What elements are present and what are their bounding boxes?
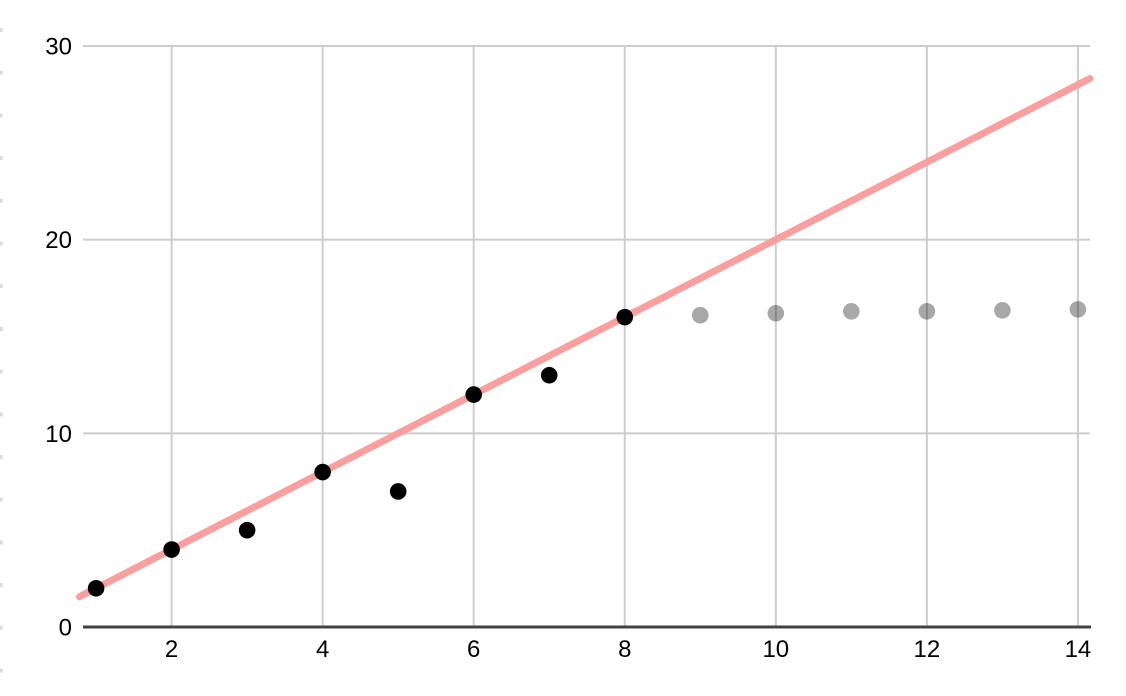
y-tick-label: 0	[59, 615, 72, 642]
edge-tick-mark	[0, 497, 3, 502]
x-tick-label: 4	[316, 636, 329, 663]
x-tick-label: 8	[618, 636, 631, 663]
edge-tick-mark	[0, 369, 3, 374]
data-point-projected	[1069, 301, 1087, 318]
y-tick-label: 10	[45, 421, 72, 448]
edge-tick-mark	[0, 156, 3, 161]
data-point-projected	[918, 303, 936, 320]
edge-tick-mark	[0, 668, 3, 673]
data-point-observed	[87, 579, 105, 597]
data-point-observed	[314, 463, 331, 481]
edge-tick-mark	[0, 625, 3, 630]
data-point-observed	[616, 308, 634, 326]
data-point-observed	[540, 366, 558, 384]
data-point-observed	[465, 386, 483, 403]
data-point-observed	[238, 521, 256, 539]
edge-tick-mark	[0, 540, 3, 545]
edge-tick-mark	[0, 28, 3, 32]
x-tick-label: 2	[165, 636, 178, 663]
edge-tick-mark	[0, 70, 3, 75]
edge-tick-mark	[0, 583, 3, 588]
data-point-observed	[389, 483, 407, 500]
data-point-projected	[994, 302, 1011, 319]
x-tick-label: 6	[467, 636, 480, 663]
edge-tick-mark	[0, 455, 3, 459]
edge-tick-mark	[0, 326, 3, 331]
trend-line	[75, 75, 1094, 601]
x-tick-label: 10	[762, 636, 789, 663]
data-point-projected	[767, 304, 785, 322]
edge-tick-mark	[0, 198, 3, 203]
edge-tick-mark	[0, 241, 3, 246]
x-tick-label: 12	[914, 636, 941, 663]
edge-tick-mark	[0, 284, 3, 289]
y-tick-label: 20	[45, 227, 72, 254]
x-tick-label: 14	[1065, 636, 1092, 663]
edge-tick-mark	[0, 412, 3, 417]
data-point-projected	[843, 303, 860, 320]
y-tick-label: 30	[45, 34, 72, 61]
data-point-observed	[163, 541, 180, 558]
edge-tick-mark	[0, 113, 3, 118]
data-point-projected	[691, 306, 709, 324]
